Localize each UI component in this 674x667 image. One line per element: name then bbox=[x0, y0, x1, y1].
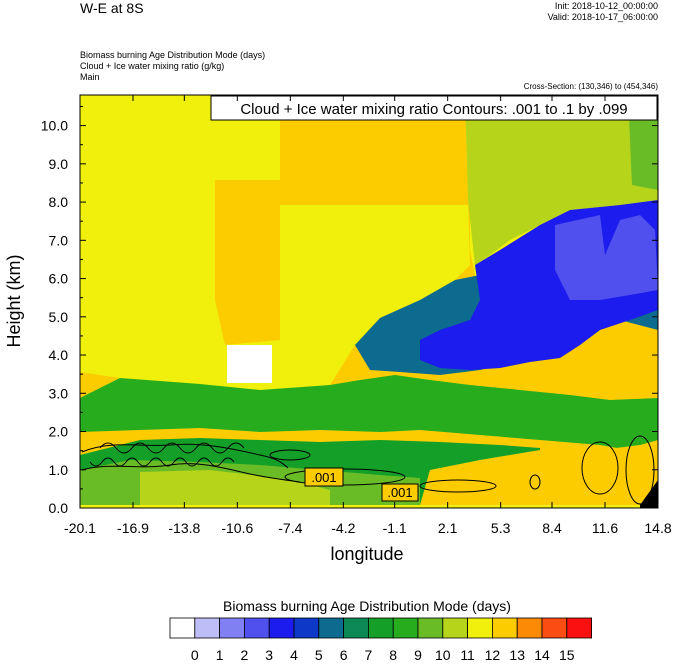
colorbar-label: 14 bbox=[534, 647, 550, 663]
colorbar-box bbox=[566, 617, 592, 639]
plot-title: W-E at 8S bbox=[80, 0, 144, 16]
contour-loop-2 bbox=[419, 479, 497, 493]
contour-line-left bbox=[81, 443, 289, 469]
region-green-band bbox=[80, 375, 658, 455]
x-tick-label: 8.4 bbox=[542, 520, 562, 536]
colorbar-label: 12 bbox=[485, 647, 501, 663]
y-tick-label: 1.0 bbox=[49, 462, 69, 478]
x-tick-label: 14.8 bbox=[644, 520, 671, 536]
colorbar-labels: 0 1 2 3 4 5 6 7 8 9 10 11 12 13 14 15 bbox=[191, 647, 575, 663]
x-tick-label: -13.8 bbox=[168, 520, 200, 536]
colorbar bbox=[169, 617, 592, 639]
colorbar-label: 10 bbox=[435, 647, 451, 663]
region-lightblue-core bbox=[555, 215, 658, 300]
field-name-main: Main bbox=[80, 72, 100, 82]
contour-wave-1 bbox=[99, 442, 245, 454]
colorbar-label: 2 bbox=[241, 647, 249, 663]
colorbar-box bbox=[318, 617, 344, 639]
colorbar-box bbox=[268, 617, 295, 639]
contour-line-left-lower bbox=[81, 463, 301, 483]
y-tick-label: 10.0 bbox=[41, 118, 68, 134]
region-orange-midleft bbox=[215, 180, 280, 345]
colorbar-box bbox=[243, 617, 270, 639]
colorbar-box bbox=[417, 617, 444, 639]
field-name-cloud: Cloud + Ice water mixing ratio (g/kg) bbox=[80, 61, 225, 71]
contour-title-box bbox=[210, 95, 658, 121]
colorbar-label: 0 bbox=[191, 647, 199, 663]
y-axis: 0.0 1.0 2.0 3.0 4.0 5.0 6.0 7.0 8.0 9.0 10.0 bbox=[41, 105, 658, 516]
colorbar-label: 4 bbox=[290, 647, 298, 663]
colorbar-label: 6 bbox=[340, 647, 348, 663]
colorbar-label: 1 bbox=[216, 647, 224, 663]
region-lightgreen-upper bbox=[465, 95, 658, 265]
contour-loop-5 bbox=[529, 474, 541, 490]
colorbar-box bbox=[194, 617, 221, 639]
region-orange-lower-right bbox=[420, 440, 658, 505]
colorbar-label: 15 bbox=[559, 647, 575, 663]
y-tick-label: 5.0 bbox=[49, 309, 69, 325]
colorbar-label: 5 bbox=[315, 647, 323, 663]
colorbar-box bbox=[293, 617, 320, 639]
y-tick-label: 0.0 bbox=[49, 500, 69, 516]
colorbar-box bbox=[467, 617, 493, 639]
colorbar-label: 8 bbox=[389, 647, 397, 663]
contour-label-1: .001 bbox=[311, 470, 336, 485]
x-tick-label: -4.2 bbox=[331, 520, 355, 536]
colorbar-box bbox=[392, 617, 419, 639]
cross-section-label: Cross-Section: (130,346) to (454,346) bbox=[523, 82, 658, 91]
terrain-mask bbox=[640, 480, 658, 508]
region-white-patch bbox=[227, 345, 272, 383]
y-tick-label: 8.0 bbox=[49, 194, 69, 210]
contour-loop-3 bbox=[581, 441, 619, 495]
colorbar-box bbox=[367, 617, 394, 639]
y-tick-label: 2.0 bbox=[49, 424, 69, 440]
contour-loop-6 bbox=[269, 449, 311, 461]
x-tick-label: -7.4 bbox=[278, 520, 302, 536]
colorbar-label: 9 bbox=[414, 647, 422, 663]
colorbar-box bbox=[169, 617, 196, 639]
colorbar-title: Biomass burning Age Distribution Mode (d… bbox=[223, 598, 511, 614]
x-tick-label: 11.6 bbox=[592, 520, 618, 536]
colorbar-box bbox=[343, 617, 369, 639]
colorbar-label: 3 bbox=[265, 647, 273, 663]
colorbar-box bbox=[516, 617, 543, 639]
valid-time: Valid: 2018-10-17_06:00:00 bbox=[547, 12, 658, 22]
colorbar-label: 11 bbox=[460, 647, 475, 663]
y-tick-label: 4.0 bbox=[49, 347, 69, 363]
colorbar-box bbox=[442, 617, 468, 639]
y-tick-label: 6.0 bbox=[49, 271, 69, 287]
colorbar-label: 7 bbox=[365, 647, 373, 663]
x-tick-label: -16.9 bbox=[117, 520, 149, 536]
colorbar-box bbox=[491, 617, 518, 639]
contour-loop-1 bbox=[284, 468, 406, 486]
contour-label-2: .001 bbox=[387, 485, 412, 500]
x-tick-label: 5.3 bbox=[491, 520, 511, 536]
y-tick-label: 9.0 bbox=[49, 156, 69, 172]
init-time: Init: 2018-10-12_00:00:00 bbox=[554, 1, 658, 11]
x-tick-label: 2.1 bbox=[438, 520, 458, 536]
x-tick-label: -20.1 bbox=[64, 520, 96, 536]
contour-label-box-1 bbox=[304, 467, 344, 487]
contour-label-box-2 bbox=[381, 483, 419, 502]
x-axis: -20.1 -16.9 -13.8 -10.6 -7.4 -4.2 -1.1 2.1 5.3 8.… bbox=[64, 95, 672, 536]
plot-border bbox=[79, 94, 659, 509]
y-tick-label: 3.0 bbox=[49, 385, 69, 401]
y-tick-label: 7.0 bbox=[49, 232, 69, 248]
y-axis-label: Height (km) bbox=[4, 254, 24, 347]
x-axis-label: longitude bbox=[330, 544, 403, 564]
colorbar-box bbox=[541, 617, 568, 639]
region-yellowgreen-near bbox=[140, 470, 330, 505]
x-tick-label: -10.6 bbox=[221, 520, 253, 536]
x-tick-label: -1.1 bbox=[383, 520, 407, 536]
field-name-age: Biomass burning Age Distribution Mode (d… bbox=[80, 50, 266, 60]
age-field bbox=[80, 95, 658, 508]
colorbar-label: 13 bbox=[509, 647, 525, 663]
colorbar-box bbox=[219, 617, 245, 639]
contour-wave-2 bbox=[89, 457, 235, 467]
contour-title: Cloud + Ice water mixing ratio Contours:… bbox=[240, 101, 627, 118]
